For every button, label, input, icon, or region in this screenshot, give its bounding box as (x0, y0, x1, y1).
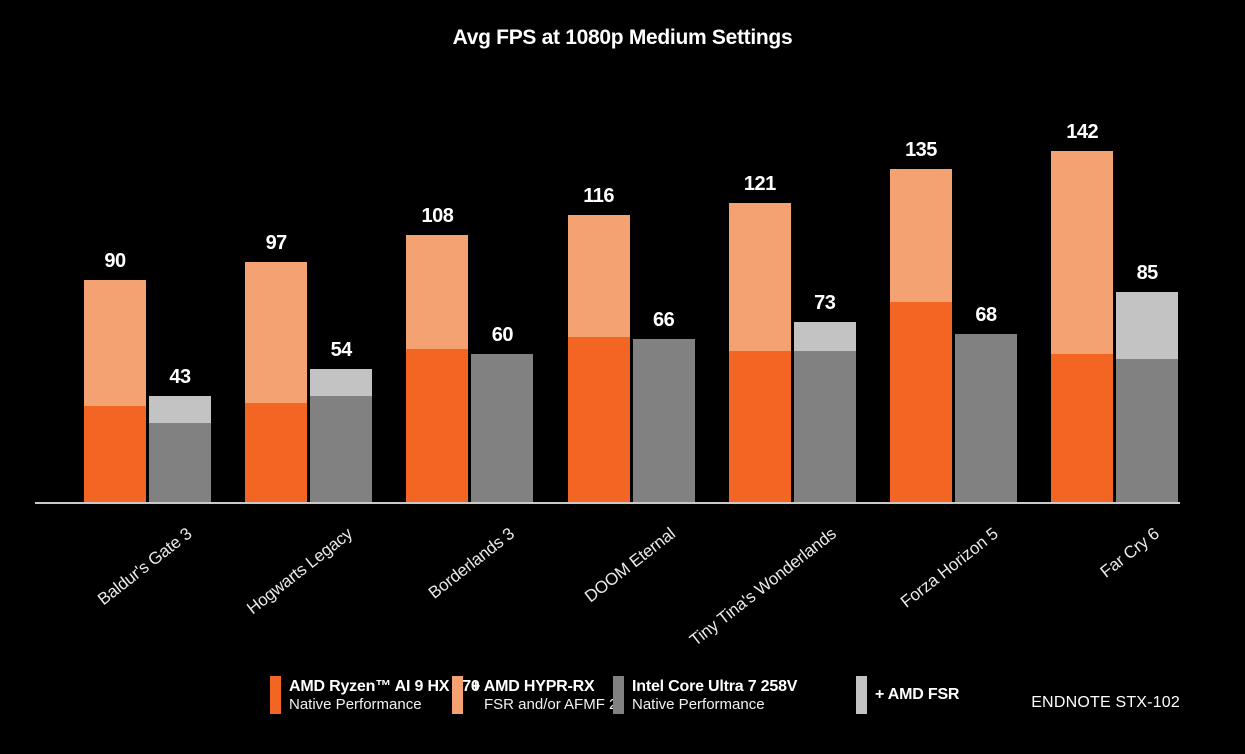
bar-intel-native (471, 354, 534, 502)
x-axis-label: Far Cry 6 (1096, 524, 1163, 582)
bar-value-label: 43 (169, 366, 191, 388)
bar-amd-native (728, 351, 791, 502)
bar-value-label: 90 (104, 250, 126, 272)
x-axis-label: Borderlands 3 (424, 524, 518, 603)
bar-value-label: 66 (652, 309, 675, 331)
bar-amd-native (245, 403, 308, 502)
bar-intel-native (632, 339, 695, 502)
x-axis-line (35, 502, 1180, 504)
bar-intel-native (149, 423, 211, 502)
bar-intel-native (955, 334, 1017, 502)
x-axis-label: Tiny Tina's Wonderlands (686, 524, 841, 650)
chart-title: Avg FPS at 1080p Medium Settings (452, 26, 793, 49)
bar-value-label: 121 (743, 173, 776, 195)
bar-amd-native (406, 349, 469, 502)
bar-intel-native (793, 351, 856, 502)
bar-value-label: 97 (265, 232, 288, 254)
bar-amd-native (84, 406, 146, 502)
bar-value-label: 135 (905, 139, 937, 161)
x-axis-label: Hogwarts Legacy (243, 524, 357, 618)
bar-value-label: 85 (1136, 262, 1159, 284)
bar-value-label: 142 (1066, 121, 1099, 143)
bar-value-label: 116 (583, 185, 614, 207)
bar-intel-native (1116, 359, 1179, 502)
x-axis-label: DOOM Eternal (581, 524, 679, 607)
bar-value-label: 54 (330, 339, 353, 361)
bar-value-label: 68 (975, 304, 997, 326)
bar-amd-native (1051, 354, 1114, 502)
bar-amd-native (890, 302, 952, 502)
bar-value-label: 73 (814, 292, 836, 314)
x-axis-label: Forza Horizon 5 (896, 524, 1002, 612)
endnote: ENDNOTE STX-102 (1031, 694, 1180, 711)
bar-amd-native (567, 337, 630, 502)
x-axis-label: Baldur's Gate 3 (93, 524, 196, 609)
bar-value-label: 108 (421, 205, 454, 227)
bar-value-label: 60 (491, 324, 514, 346)
bar-intel-native (310, 396, 373, 502)
